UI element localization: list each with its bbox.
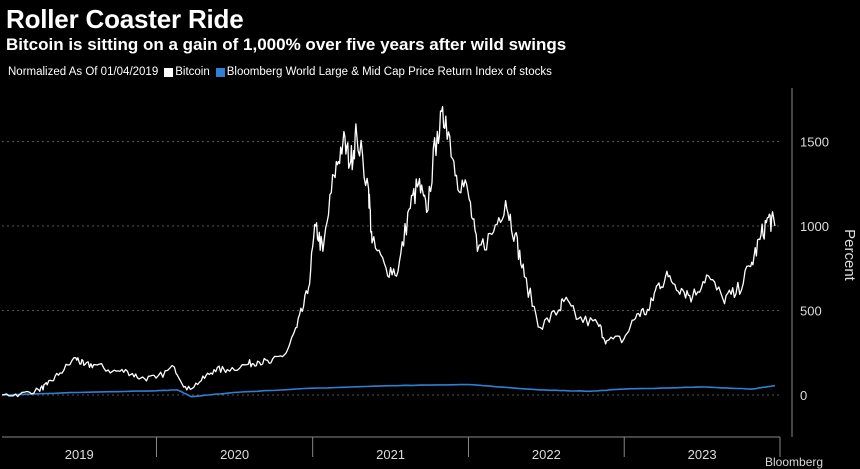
legend-item-bitcoin: Bitcoin (164, 66, 210, 78)
normalized-note: Normalized As Of 01/04/2019 (8, 66, 159, 78)
legend-label-bitcoin: Bitcoin (175, 66, 210, 78)
source-text: Bloomberg (765, 455, 824, 469)
y-tick-label: 1000 (800, 219, 829, 234)
x-tick-label: 2023 (688, 447, 717, 462)
legend-swatch-bitcoin (164, 67, 174, 77)
legend-item-index: Bloomberg World Large & Mid Cap Price Re… (215, 66, 552, 78)
y-axis-label: Percent (841, 229, 858, 282)
x-tick-label: 2021 (376, 447, 405, 462)
y-tick-label: 0 (800, 388, 807, 403)
y-tick-label: 500 (800, 304, 822, 319)
x-tick-label: 2022 (532, 447, 561, 462)
y-tick-label: 1500 (800, 135, 829, 150)
legend-label-index: Bloomberg World Large & Mid Cap Price Re… (226, 66, 552, 78)
x-tick-label: 2020 (220, 447, 249, 462)
series-line-index (1, 383, 775, 398)
legend-swatch-index (215, 67, 225, 77)
chart-title: Roller Coaster Ride (6, 4, 244, 34)
series-line-bitcoin (1, 105, 776, 398)
legend: Normalized As Of 01/04/2019 Bitcoin Bloo… (8, 66, 552, 78)
chart-subtitle: Bitcoin is sitting on a gain of 1,000% o… (6, 35, 567, 54)
x-tick-label: 2019 (65, 447, 94, 462)
